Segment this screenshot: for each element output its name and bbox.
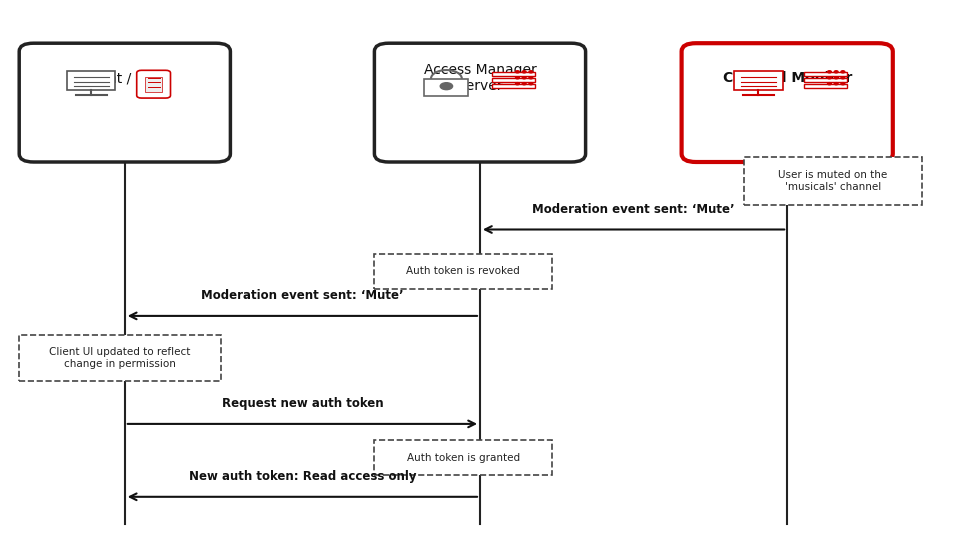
- Text: New auth token: Read access only: New auth token: Read access only: [189, 470, 416, 483]
- Circle shape: [529, 83, 533, 85]
- Text: Request new auth token: Request new auth token: [222, 397, 383, 410]
- Bar: [804, 78, 847, 82]
- Bar: [492, 78, 535, 82]
- Bar: [804, 84, 847, 88]
- Text: Client UI updated to reflect
change in permission: Client UI updated to reflect change in p…: [49, 347, 191, 369]
- Circle shape: [522, 77, 526, 79]
- Circle shape: [529, 77, 533, 79]
- Circle shape: [834, 83, 838, 85]
- Text: Access Manager
Server: Access Manager Server: [423, 63, 537, 93]
- Circle shape: [834, 77, 838, 79]
- Circle shape: [841, 83, 845, 85]
- Circle shape: [828, 71, 831, 73]
- Text: Auth token is granted: Auth token is granted: [407, 453, 519, 463]
- Bar: [374, 440, 552, 475]
- FancyBboxPatch shape: [19, 43, 230, 162]
- Circle shape: [522, 71, 526, 73]
- Bar: [67, 71, 115, 90]
- Circle shape: [841, 77, 845, 79]
- Bar: [744, 157, 922, 205]
- Circle shape: [828, 77, 831, 79]
- FancyBboxPatch shape: [682, 43, 893, 162]
- Bar: [492, 72, 535, 76]
- Text: Auth token is revoked: Auth token is revoked: [406, 266, 520, 276]
- Bar: [492, 84, 535, 88]
- Circle shape: [828, 83, 831, 85]
- Bar: [424, 79, 468, 96]
- Circle shape: [834, 71, 838, 73]
- Circle shape: [516, 77, 519, 79]
- Bar: [804, 72, 847, 76]
- Bar: [145, 77, 162, 92]
- Text: Client / User: Client / User: [83, 71, 167, 85]
- Bar: [374, 254, 552, 289]
- Text: User is muted on the
'musicals' channel: User is muted on the 'musicals' channel: [779, 170, 887, 192]
- Circle shape: [522, 83, 526, 85]
- Circle shape: [841, 71, 845, 73]
- Circle shape: [441, 83, 452, 90]
- Text: Channel Monitor: Channel Monitor: [723, 71, 852, 85]
- Circle shape: [529, 71, 533, 73]
- FancyBboxPatch shape: [374, 43, 586, 162]
- Bar: [734, 71, 782, 90]
- Circle shape: [516, 83, 519, 85]
- Text: Moderation event sent: ‘Mute’: Moderation event sent: ‘Mute’: [201, 289, 404, 302]
- Bar: [19, 335, 221, 381]
- Text: Moderation event sent: ‘Mute’: Moderation event sent: ‘Mute’: [532, 203, 735, 216]
- Circle shape: [516, 71, 519, 73]
- FancyBboxPatch shape: [136, 70, 171, 98]
